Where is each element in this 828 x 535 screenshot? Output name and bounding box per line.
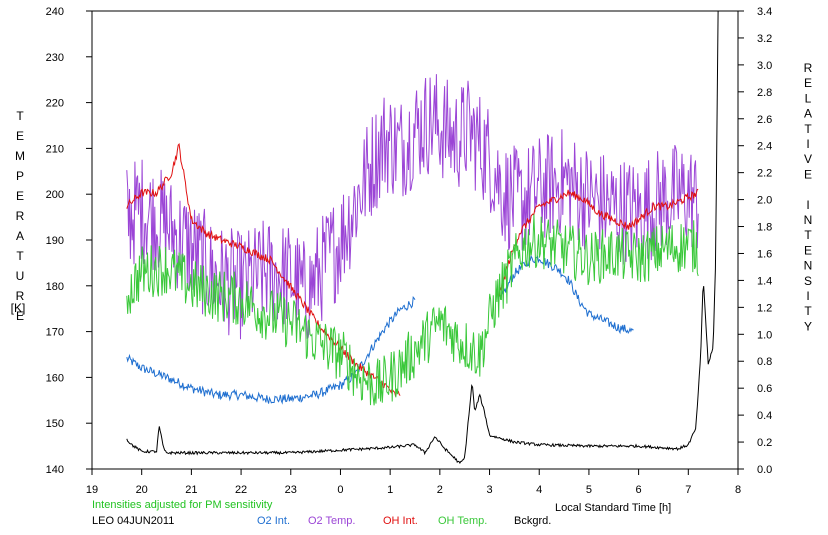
y-right-tick-label: 3.4 bbox=[757, 6, 772, 18]
y-left-title-letter: E bbox=[16, 309, 24, 323]
y-left-tick-label: 220 bbox=[46, 98, 64, 110]
pm-sensitivity-note: Intensities adjusted for PM sensitivity bbox=[92, 499, 273, 511]
y-left-title-letter: T bbox=[16, 249, 24, 263]
y-right-tick-label: 2.0 bbox=[757, 195, 772, 207]
y-right-tick-label: 1.0 bbox=[757, 329, 772, 341]
x-tick-label: 20 bbox=[136, 484, 148, 496]
o2-int-line bbox=[126, 295, 416, 405]
x-tick-label: 7 bbox=[685, 484, 691, 496]
y-right-tick-label: 1.6 bbox=[757, 248, 772, 260]
station-date-label: LEO 04JUN2011 bbox=[92, 515, 174, 527]
y-right-tick-label: 0.8 bbox=[757, 356, 772, 368]
y-right-title-letter: Y bbox=[804, 319, 812, 333]
y-right-tick-label: 1.8 bbox=[757, 222, 772, 234]
y-right-title-letter: A bbox=[804, 107, 812, 121]
oh-int-line-segment-2 bbox=[499, 188, 699, 297]
y-right-title-letter: E bbox=[804, 76, 812, 90]
y-right-title-letter: E bbox=[804, 167, 812, 181]
y-left-title-letter: E bbox=[16, 129, 24, 143]
x-tick-label: 19 bbox=[86, 484, 98, 496]
y-left-title-letter: E bbox=[16, 189, 24, 203]
y-right-title-letter: V bbox=[804, 152, 812, 166]
x-tick-label: 6 bbox=[636, 484, 642, 496]
y-right-tick-label: 0.0 bbox=[757, 464, 772, 476]
y-left-title-letter: R bbox=[16, 289, 25, 303]
y-right-title-letter: R bbox=[804, 61, 813, 75]
legend-o2-int: O2 Int. bbox=[257, 515, 290, 527]
series-layer bbox=[126, 10, 719, 464]
y-right-title-letter: I bbox=[806, 289, 809, 303]
legend-oh-int: OH Int. bbox=[383, 515, 418, 527]
y-left-tick-label: 160 bbox=[46, 372, 64, 384]
y-left-tick-label: 150 bbox=[46, 418, 64, 430]
y-left-tick-label: 200 bbox=[46, 189, 64, 201]
y-right-title-letter: T bbox=[804, 304, 812, 318]
y-right-title-letter: T bbox=[804, 122, 812, 136]
y-right-tick-label: 2.8 bbox=[757, 87, 772, 99]
y-left-title-letter: A bbox=[16, 229, 24, 243]
y-left-tick-label: 240 bbox=[46, 6, 64, 18]
y-left-tick-label: 170 bbox=[46, 327, 64, 339]
y-left-tick-label: 230 bbox=[46, 52, 64, 64]
y-left-title-letter: P bbox=[16, 169, 24, 183]
y-left-tick-label: 190 bbox=[46, 235, 64, 247]
oh-temp-line bbox=[126, 214, 699, 406]
y-left-title-letter: M bbox=[15, 149, 25, 163]
legend-o2-temp: O2 Temp. bbox=[308, 515, 356, 527]
legend-oh-temp: OH Temp. bbox=[438, 515, 487, 527]
x-tick-label: 0 bbox=[337, 484, 343, 496]
x-tick-label: 21 bbox=[185, 484, 197, 496]
y-right-title-letter: I bbox=[806, 137, 809, 151]
y-left-tick-label: 140 bbox=[46, 464, 64, 476]
y-right-tick-label: 0.4 bbox=[757, 410, 772, 422]
y-right-tick-label: 2.6 bbox=[757, 114, 772, 126]
y-axis-left-unit: [K] bbox=[11, 301, 26, 315]
y-right-tick-label: 3.2 bbox=[757, 33, 772, 45]
x-tick-label: 2 bbox=[437, 484, 443, 496]
y-right-tick-label: 2.4 bbox=[757, 141, 772, 153]
y-right-tick-label: 1.2 bbox=[757, 302, 772, 314]
x-tick-label: 8 bbox=[735, 484, 741, 496]
y-right-title-letter: E bbox=[804, 243, 812, 257]
y-right-title-letter: N bbox=[804, 213, 813, 227]
y-right-title-letter: N bbox=[804, 259, 813, 273]
y-right-title-letter: S bbox=[804, 274, 812, 288]
y-left-tick-label: 210 bbox=[46, 143, 64, 155]
x-tick-label: 22 bbox=[235, 484, 247, 496]
y-right-title-letter: I bbox=[806, 198, 809, 212]
y-right-tick-label: 0.2 bbox=[757, 437, 772, 449]
axes-layer: 19 20 21 22 23 0 1 2 3 4 5 6 7 8140150160170180190200… bbox=[15, 6, 813, 496]
x-tick-label: 3 bbox=[486, 484, 492, 496]
legend-bckgrd: Bckgrd. bbox=[514, 515, 551, 527]
y-left-title-letter: T bbox=[16, 109, 24, 123]
y-left-title-letter: R bbox=[16, 209, 25, 223]
x-axis-label: Local Standard Time [h] bbox=[555, 502, 671, 514]
x-tick-label: 5 bbox=[586, 484, 592, 496]
x-tick-label: 4 bbox=[536, 484, 542, 496]
bckgrd-line bbox=[126, 10, 719, 464]
x-tick-label: 23 bbox=[285, 484, 297, 496]
y-left-tick-label: 180 bbox=[46, 281, 64, 293]
x-tick-label: 1 bbox=[387, 484, 393, 496]
y-right-title-letter: L bbox=[805, 91, 812, 105]
y-right-tick-label: 2.2 bbox=[757, 168, 772, 180]
y-right-tick-label: 1.4 bbox=[757, 275, 772, 287]
y-left-title-letter: U bbox=[16, 269, 25, 283]
y-right-title-letter: T bbox=[804, 228, 812, 242]
y-right-tick-label: 0.6 bbox=[757, 383, 772, 395]
y-right-tick-label: 3.0 bbox=[757, 60, 772, 72]
